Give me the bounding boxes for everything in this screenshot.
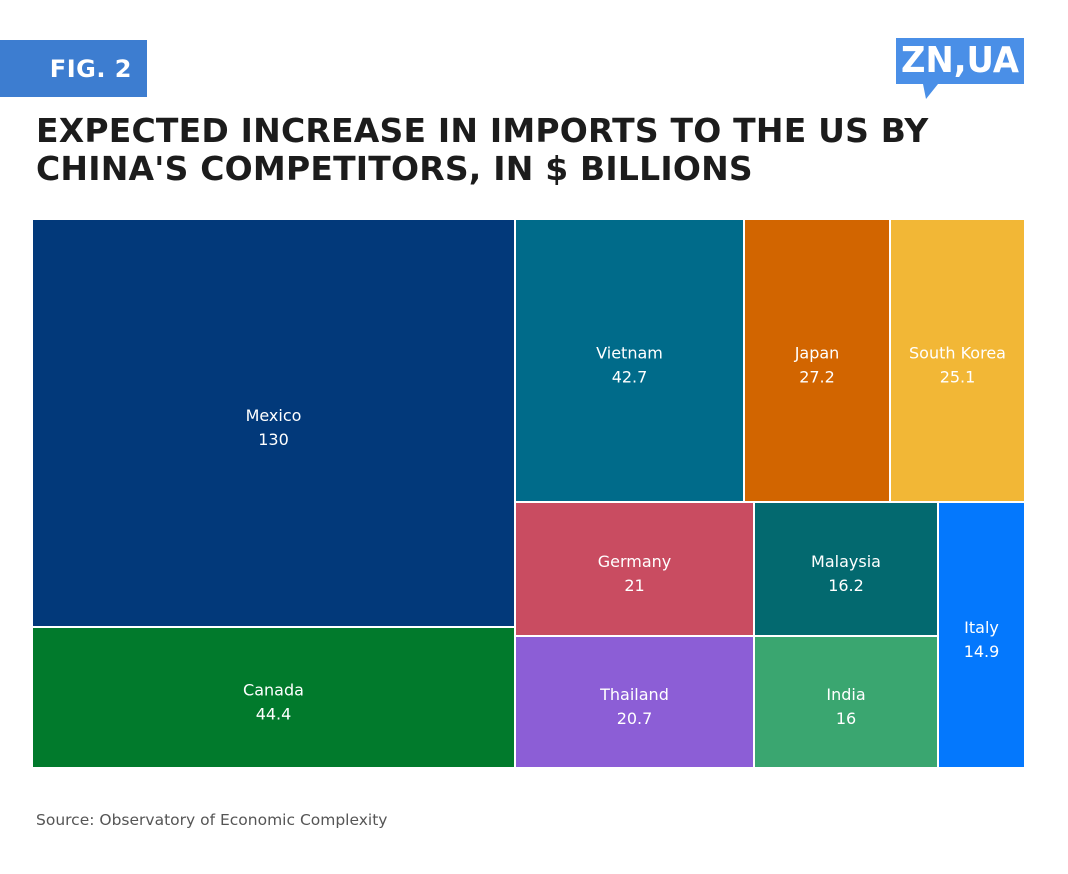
- figure-badge: FIG. 2: [0, 40, 147, 97]
- treemap-label-vietnam: Vietnam: [596, 344, 663, 363]
- treemap-rect-malaysia: [753, 501, 939, 637]
- treemap-cell-south-korea: South Korea 25.1: [889, 219, 1025, 503]
- treemap-label-italy: Italy: [964, 618, 999, 637]
- treemap-cell-germany: Germany 21: [514, 501, 755, 637]
- chart-title-line-1: EXPECTED INCREASE IN IMPORTS TO THE US B…: [36, 111, 929, 150]
- treemap-rect-italy: [937, 501, 1025, 768]
- treemap-label-mexico: Mexico: [246, 406, 302, 425]
- treemap-cell-india: India 16: [753, 635, 939, 768]
- treemap-value-india: 16: [836, 709, 856, 728]
- logo-text: ZN,UA: [901, 40, 1019, 81]
- treemap-value-south-korea: 25.1: [940, 368, 976, 387]
- treemap-cell-japan: Japan 27.2: [743, 219, 891, 503]
- treemap-value-vietnam: 42.7: [612, 368, 648, 387]
- treemap-rect-canada: [32, 626, 516, 768]
- treemap-cell-italy: Italy 14.9: [937, 501, 1025, 768]
- treemap-label-canada: Canada: [243, 681, 304, 700]
- treemap-value-japan: 27.2: [799, 368, 835, 387]
- treemap-cell-canada: Canada 44.4: [32, 626, 516, 768]
- treemap-cell-malaysia: Malaysia 16.2: [753, 501, 939, 637]
- treemap-value-italy: 14.9: [964, 642, 1000, 661]
- zn-ua-logo: ZN,UA: [896, 38, 1024, 99]
- treemap-label-malaysia: Malaysia: [811, 552, 881, 571]
- treemap-value-mexico: 130: [258, 430, 289, 449]
- treemap-label-india: India: [826, 685, 865, 704]
- treemap-rect-south-korea: [889, 219, 1025, 503]
- treemap-rect-thailand: [514, 635, 755, 768]
- treemap-cell-thailand: Thailand 20.7: [514, 635, 755, 768]
- treemap-chart: Mexico 130 Canada 44.4 Vietnam 42.7 Japan 27.2 S…: [32, 219, 1025, 768]
- treemap-label-germany: Germany: [598, 552, 672, 571]
- treemap-value-canada: 44.4: [256, 705, 292, 724]
- treemap-value-malaysia: 16.2: [828, 576, 864, 595]
- source-note: Source: Observatory of Economic Complexi…: [36, 811, 388, 829]
- treemap-cell-vietnam: Vietnam 42.7: [514, 219, 745, 503]
- treemap-label-thailand: Thailand: [599, 685, 669, 704]
- treemap-rect-japan: [743, 219, 891, 503]
- treemap-cell-mexico: Mexico 130: [32, 219, 516, 628]
- treemap-value-thailand: 20.7: [617, 709, 653, 728]
- chart-title-line-2: CHINA'S COMPETITORS, IN $ BILLIONS: [36, 149, 753, 188]
- treemap-value-germany: 21: [624, 576, 644, 595]
- treemap-label-japan: Japan: [794, 344, 840, 363]
- treemap-rect-india: [753, 635, 939, 768]
- treemap-rect-germany: [514, 501, 755, 637]
- treemap-rect-mexico: [32, 219, 516, 628]
- chart-title: EXPECTED INCREASE IN IMPORTS TO THE US B…: [36, 112, 996, 188]
- treemap-label-south-korea: South Korea: [909, 344, 1006, 363]
